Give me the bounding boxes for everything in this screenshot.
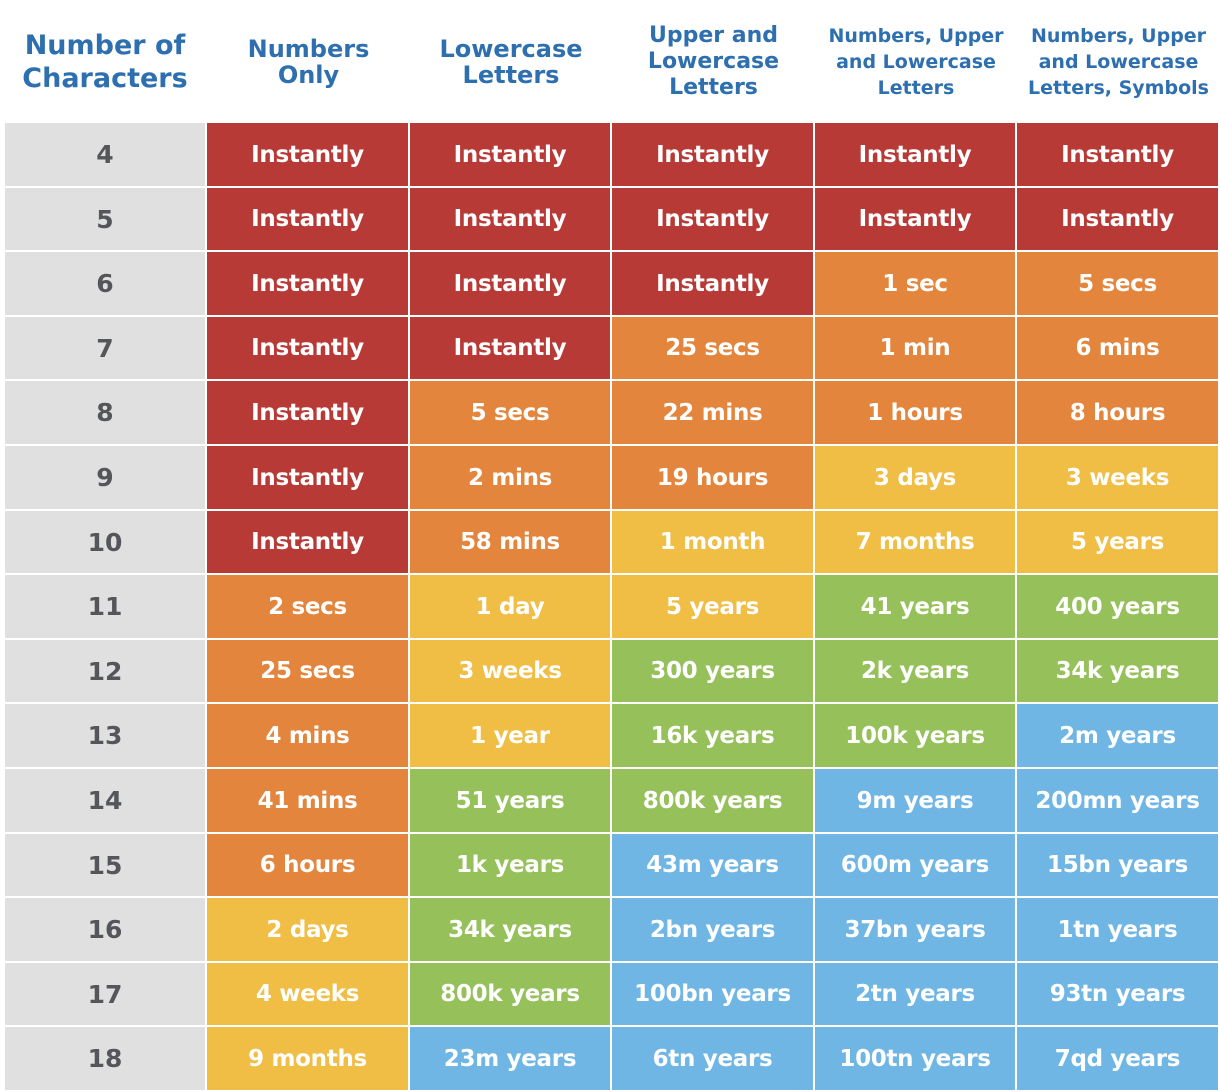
row-label-characters: 16 [5,898,205,963]
crack-time-cell: Instantly [612,252,815,317]
crack-time-cell: Instantly [207,123,410,188]
crack-time-cell: 25 secs [612,317,815,381]
row-label-characters: 4 [5,123,205,188]
crack-time-cell: 34k years [1017,640,1220,704]
crack-time-cell: 200mn years [1017,769,1220,834]
crack-time-cell: Instantly [207,317,410,381]
crack-time-cell: 1 day [410,575,612,640]
crack-time-cell: 1 month [612,511,815,575]
crack-time-cell: 16k years [612,704,815,769]
column-header-4: Numbers, Upper and Lowercase Letters [828,24,1004,99]
crack-time-cell: 51 years [410,769,612,834]
row-label-characters: 5 [5,188,205,252]
crack-time-cell: 5 secs [410,381,612,446]
crack-time-cell: 6tn years [612,1027,815,1092]
crack-time-cell: Instantly [410,188,612,252]
crack-time-cell: 41 years [815,575,1017,640]
row-label-characters: 8 [5,381,205,446]
column-header-0: Number of Characters [22,29,188,94]
row-label-characters: 11 [5,575,205,640]
crack-time-cell: 41 mins [207,769,410,834]
row-label-characters: 10 [5,511,205,575]
crack-time-cell: 15bn years [1017,834,1220,898]
crack-time-cell: 1 year [410,704,612,769]
crack-time-cell: 2bn years [612,898,815,963]
crack-time-cell: 1 min [815,317,1017,381]
crack-time-cell: 3 days [815,446,1017,511]
crack-time-cell: Instantly [612,123,815,188]
crack-time-cell: 800k years [612,769,815,834]
crack-time-cell: Instantly [815,123,1017,188]
crack-time-cell: 4 mins [207,704,410,769]
crack-time-cell: 6 hours [207,834,410,898]
crack-time-cell: Instantly [410,317,612,381]
crack-time-cell: 43m years [612,834,815,898]
row-label-characters: 6 [5,252,205,317]
crack-time-cell: 19 hours [612,446,815,511]
crack-time-cell: 1tn years [1017,898,1220,963]
crack-time-cell: 1 sec [815,252,1017,317]
crack-time-cell: 5 years [1017,511,1220,575]
crack-time-cell: 5 years [612,575,815,640]
crack-time-cell: 6 mins [1017,317,1220,381]
crack-time-cell: 25 secs [207,640,410,704]
crack-time-cell: 2tn years [815,963,1017,1027]
row-label-characters: 14 [5,769,205,834]
crack-time-cell: 9 months [207,1027,410,1092]
crack-time-cell: 2 secs [207,575,410,640]
crack-time-cell: 300 years [612,640,815,704]
row-label-characters: 7 [5,317,205,381]
crack-time-cell: Instantly [410,123,612,188]
crack-time-cell: 9m years [815,769,1017,834]
row-label-characters: 15 [5,834,205,898]
crack-time-cell: 7qd years [1017,1027,1220,1092]
crack-time-cell: Instantly [207,381,410,446]
crack-time-cell: 400 years [1017,575,1220,640]
crack-time-cell: 3 weeks [1017,446,1220,511]
crack-time-cell: 4 weeks [207,963,410,1027]
crack-time-cell: Instantly [1017,123,1220,188]
crack-time-cell: 600m years [815,834,1017,898]
crack-time-cell: 100k years [815,704,1017,769]
row-label-characters: 13 [5,704,205,769]
crack-time-cell: 2 days [207,898,410,963]
crack-time-cell: 2m years [1017,704,1220,769]
crack-time-cell: 5 secs [1017,252,1220,317]
crack-time-cell: Instantly [410,252,612,317]
column-header-5: Numbers, Upper and Lowercase Letters, Sy… [1028,24,1209,99]
row-label-characters: 18 [5,1027,205,1092]
crack-time-cell: 800k years [410,963,612,1027]
crack-time-cell: 1 hours [815,381,1017,446]
crack-time-cell: Instantly [207,446,410,511]
crack-time-cell: Instantly [815,188,1017,252]
crack-time-cell: 37bn years [815,898,1017,963]
crack-time-cell: 2k years [815,640,1017,704]
crack-time-cell: 34k years [410,898,612,963]
column-header-2: Lowercase Letters [439,34,583,89]
crack-time-cell: Instantly [612,188,815,252]
row-label-characters: 9 [5,446,205,511]
crack-time-cell: Instantly [207,188,410,252]
crack-time-cell: Instantly [1017,188,1220,252]
crack-time-cell: 100tn years [815,1027,1017,1092]
column-header-3: Upper and Lowercase Letters [647,22,780,100]
crack-time-cell: 58 mins [410,511,612,575]
row-label-characters: 17 [5,963,205,1027]
crack-time-cell: 7 months [815,511,1017,575]
column-header-1: Numbers Only [247,34,370,89]
crack-time-cell: 2 mins [410,446,612,511]
crack-time-cell: 8 hours [1017,381,1220,446]
crack-time-cell: 1k years [410,834,612,898]
crack-time-cell: 100bn years [612,963,815,1027]
crack-time-cell: Instantly [207,252,410,317]
crack-time-cell: Instantly [207,511,410,575]
crack-time-cell: 93tn years [1017,963,1220,1027]
crack-time-cell: 22 mins [612,381,815,446]
row-label-characters: 12 [5,640,205,704]
crack-time-cell: 23m years [410,1027,612,1092]
crack-time-cell: 3 weeks [410,640,612,704]
